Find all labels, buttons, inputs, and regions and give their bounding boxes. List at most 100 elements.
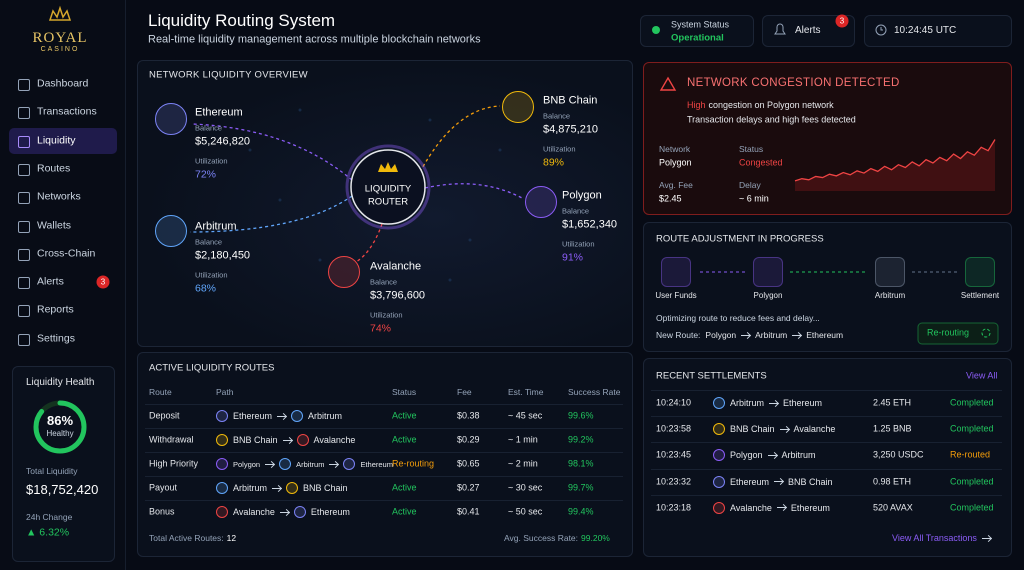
nav-icon bbox=[18, 305, 30, 318]
route-status: Active bbox=[392, 506, 417, 517]
route-fee: $0.27 bbox=[457, 482, 480, 493]
step-label: User Funds bbox=[655, 291, 697, 301]
settlement-time: 10:23:32 bbox=[656, 476, 692, 487]
nav-icon bbox=[18, 248, 30, 261]
nav-item[interactable]: Routes bbox=[37, 162, 71, 175]
congestion-panel bbox=[643, 62, 1012, 215]
column-header: Status bbox=[392, 386, 417, 397]
route-name: Bonus bbox=[149, 506, 175, 517]
column-header: Success Rate bbox=[568, 386, 621, 397]
separator bbox=[651, 442, 1002, 444]
route-path: Polygon Arbitrum Ethereum bbox=[216, 458, 393, 470]
route-time: ~ 50 sec bbox=[508, 506, 543, 517]
route-path: Ethereum Arbitrum bbox=[216, 410, 342, 422]
path-network: Ethereum bbox=[233, 411, 273, 421]
change-value: ▲ 6.32% bbox=[26, 526, 70, 539]
settlement-from: BNB Chain bbox=[730, 424, 775, 435]
settlement-to: Arbitrum bbox=[781, 450, 816, 461]
settlement-path: Avalanche Ethereum bbox=[713, 501, 830, 514]
total-value: $18,752,420 bbox=[26, 482, 99, 498]
nav-item[interactable]: Cross-Chain bbox=[37, 247, 96, 260]
panel-title: ACTIVE LIQUIDITY ROUTES bbox=[149, 362, 275, 374]
route-success: 99.2% bbox=[568, 434, 594, 445]
util-label: Utilization bbox=[562, 239, 595, 249]
view-all-link[interactable]: View All bbox=[966, 370, 998, 381]
nav-icon bbox=[18, 220, 30, 233]
nav-icon bbox=[18, 163, 30, 176]
separator bbox=[651, 416, 1002, 418]
step-label: Polygon bbox=[753, 291, 783, 301]
nav-icon bbox=[18, 192, 30, 205]
route-name: Withdrawal bbox=[149, 434, 194, 445]
settlement-from: Arbitrum bbox=[730, 398, 765, 408]
arrow bbox=[767, 454, 777, 456]
nav-item[interactable]: Reports bbox=[37, 304, 74, 317]
route-name: Payout bbox=[149, 482, 178, 493]
column-header: Path bbox=[216, 386, 234, 397]
settlement-path: Arbitrum Ethereum bbox=[713, 397, 822, 409]
nav-icon bbox=[18, 277, 30, 290]
router-label: ROUTER bbox=[367, 196, 409, 208]
alerts-label[interactable]: Alerts bbox=[795, 25, 821, 36]
step-label: Settlement bbox=[960, 291, 1000, 301]
settlement-amount: 3,250 USDC bbox=[873, 449, 924, 460]
trend-area bbox=[795, 139, 995, 191]
page-subtitle: Real-time liquidity management across mu… bbox=[148, 33, 481, 46]
arrow bbox=[272, 487, 282, 489]
health-title: Liquidity Health bbox=[26, 377, 95, 388]
nav-item[interactable]: Alerts bbox=[37, 275, 64, 288]
network-icon bbox=[713, 501, 725, 514]
health-status: Healthy bbox=[46, 429, 74, 439]
view-all-transactions[interactable]: View All Transactions bbox=[892, 533, 991, 543]
column-header: Route bbox=[149, 386, 172, 397]
arrow bbox=[776, 507, 786, 509]
field-value: $2.45 bbox=[659, 193, 682, 204]
separator bbox=[651, 494, 1002, 496]
util-label: Utilization bbox=[195, 270, 228, 280]
path-network: Ethereum bbox=[360, 459, 393, 469]
balance-value: $3,796,600 bbox=[370, 289, 426, 302]
route-success: 99.4% bbox=[568, 506, 594, 517]
arrow bbox=[779, 428, 789, 430]
alerts-badge: 3 bbox=[835, 14, 849, 28]
arrow bbox=[265, 463, 275, 465]
route-path: BNB Chain Avalanche bbox=[216, 434, 355, 446]
route-path: Avalanche Ethereum bbox=[216, 506, 350, 518]
new-route: New Route: Polygon Arbitrum Ethereum bbox=[656, 330, 843, 340]
path-network: Arbitrum bbox=[233, 483, 268, 493]
total-label: Total Liquidity bbox=[26, 465, 78, 476]
network-icon bbox=[343, 458, 356, 470]
routes-avg: Avg. Success Rate: 99.20% bbox=[504, 533, 610, 543]
arrow bbox=[981, 537, 991, 539]
balance-label: Balance bbox=[562, 206, 590, 216]
util-label: Utilization bbox=[543, 144, 576, 154]
network-icon bbox=[293, 506, 306, 518]
nav-icon bbox=[18, 135, 30, 148]
column-header: Est. Time bbox=[508, 386, 544, 397]
reroute-button[interactable]: Re-routing bbox=[927, 327, 970, 338]
route-fee: $0.65 bbox=[457, 458, 480, 469]
nav-icon bbox=[18, 333, 30, 346]
arrow bbox=[741, 334, 751, 336]
nav-item[interactable]: Settings bbox=[37, 332, 75, 345]
nav-item[interactable]: Transactions bbox=[37, 106, 97, 118]
nav-item[interactable]: Wallets bbox=[37, 219, 72, 232]
balance-value: $5,246,820 bbox=[195, 135, 251, 148]
separator bbox=[651, 390, 1002, 391]
nav-item[interactable]: Liquidity bbox=[37, 134, 76, 147]
nav-item[interactable]: Dashboard bbox=[37, 77, 89, 90]
step-icon bbox=[875, 257, 905, 287]
network-icon bbox=[713, 397, 725, 409]
util-label: Utilization bbox=[370, 310, 403, 320]
path-network: BNB Chain bbox=[233, 435, 278, 445]
nav-icon bbox=[18, 107, 30, 120]
network-icon bbox=[525, 186, 557, 218]
brand-name: ROYAL bbox=[32, 30, 88, 46]
settlement-to: Ethereum bbox=[783, 398, 823, 408]
settlement-status: Completed bbox=[950, 397, 994, 408]
avg-label: Avg. Success Rate: bbox=[504, 533, 579, 543]
balance-value: $1,652,340 bbox=[562, 218, 618, 231]
router-label: LIQUIDITY bbox=[364, 183, 412, 195]
nav-item[interactable]: Networks bbox=[37, 190, 81, 203]
network-icon bbox=[713, 449, 725, 462]
